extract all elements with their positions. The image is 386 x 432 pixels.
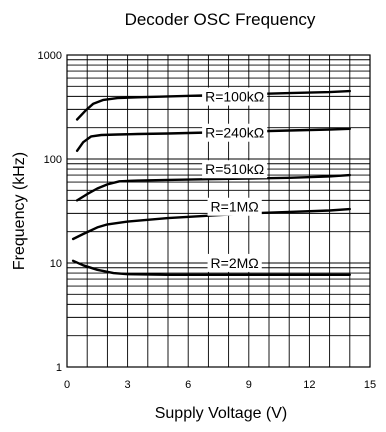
y-tick-label: 1 <box>56 362 62 374</box>
y-tick-label: 1000 <box>38 50 62 62</box>
x-tick-label: 12 <box>303 379 315 391</box>
series-label: R=1MΩ <box>207 197 262 216</box>
x-tick-label: 0 <box>64 379 70 391</box>
plot-frame <box>66 54 371 368</box>
x-tick-label: 15 <box>364 379 376 391</box>
series-line <box>71 259 351 276</box>
chart-title: Decoder OSC Frequency <box>125 10 316 29</box>
y-tick-label: 10 <box>50 258 62 270</box>
series-line <box>75 173 351 202</box>
series-label: R=100kΩ <box>202 87 268 106</box>
series-label: R=2MΩ <box>207 253 262 272</box>
series-line <box>75 89 351 121</box>
tick-layer: 0 3 6 9 12 15 1 10 100 1000 <box>38 50 377 391</box>
curve-layer <box>71 89 351 276</box>
series-label-background <box>207 253 262 272</box>
x-tick-label: 6 <box>185 379 191 391</box>
series-label-text: R=510kΩ <box>205 161 264 177</box>
series-label-text: R=100kΩ <box>205 89 264 105</box>
series-label-text: R=2MΩ <box>211 255 259 271</box>
series-label-text: R=1MΩ <box>211 199 259 215</box>
series-label-background <box>202 87 268 106</box>
x-tick-label: 9 <box>246 379 252 391</box>
series-label-layer: R=100kΩ R=240kΩ R=510kΩ R=1MΩ R=2MΩ <box>202 87 268 272</box>
y-tick-label: 100 <box>44 154 62 166</box>
y-axis-label: Frequency (kHz) <box>11 152 28 270</box>
x-axis-label: Supply Voltage (V) <box>155 405 288 422</box>
series-line <box>75 127 351 153</box>
series-label: R=510kΩ <box>202 160 268 179</box>
series-label-background <box>207 197 262 216</box>
series-line <box>71 207 351 241</box>
x-tick-label: 3 <box>125 379 131 391</box>
series-label-background <box>202 160 268 179</box>
series-label: R=240kΩ <box>202 123 268 142</box>
series-label-text: R=240kΩ <box>205 125 264 141</box>
series-label-background <box>202 123 268 142</box>
